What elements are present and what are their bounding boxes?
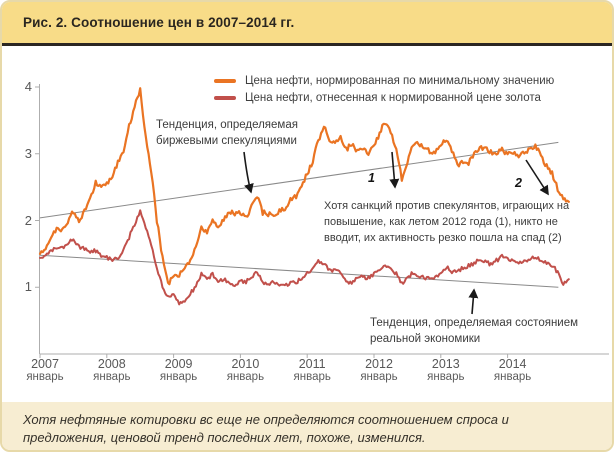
y-tick-label: 3 (24, 145, 32, 161)
x-tick-label: 2007 январь (26, 357, 64, 384)
x-tick-label: 2011 январь (293, 357, 331, 384)
figure-caption: Хотя нефтяные котировки вс еще не опреде… (23, 412, 509, 445)
oil-to-gold-swatch (214, 95, 236, 100)
annotation-real-economy: Тенденция, определяемая состоянием реаль… (370, 317, 579, 345)
y-tick-label: 2 (24, 212, 32, 228)
legend-item-oil-to-gold: Цена нефти, отнесенная к нормированной ц… (214, 89, 554, 106)
x-tick-label: 2012 январь (360, 357, 398, 384)
legend-label: Цена нефти, отнесенная к нормированной ц… (245, 91, 541, 104)
x-tick-label: 2010 январь (226, 357, 265, 384)
annotation-speculation: Тенденция, определяемая биржевыми спекул… (156, 119, 298, 147)
figure-header: Рис. 2. Соотношение цен в 2007–2014 гг. (2, 2, 612, 46)
legend-item-oil-normalized: Цена нефти, нормированная по минимальном… (214, 72, 554, 89)
event-marker-2: 2 (515, 176, 522, 190)
event-marker-1: 1 (368, 171, 375, 185)
x-tick-label: 2014 январь (493, 357, 532, 384)
x-tick-label: 2009 январь (159, 357, 198, 384)
x-tick-label: 2013 январь (427, 357, 465, 384)
y-tick-label: 1 (24, 279, 32, 295)
chart-legend: Цена нефти, нормированная по минимальном… (214, 72, 554, 106)
legend-label: Цена нефти, нормированная по минимальном… (245, 74, 555, 87)
y-tick-label: 4 (24, 79, 32, 94)
oil-normalized-swatch (214, 78, 236, 83)
annotation-sanctions: Хотя санкций против спекулянтов, играющи… (324, 200, 570, 244)
x-tick-label: 2008 январь (93, 357, 131, 384)
figure-title: Рис. 2. Соотношение цен в 2007–2014 гг. (23, 15, 295, 30)
figure-footer: Хотя нефтяные котировки вс еще не опреде… (2, 402, 612, 450)
